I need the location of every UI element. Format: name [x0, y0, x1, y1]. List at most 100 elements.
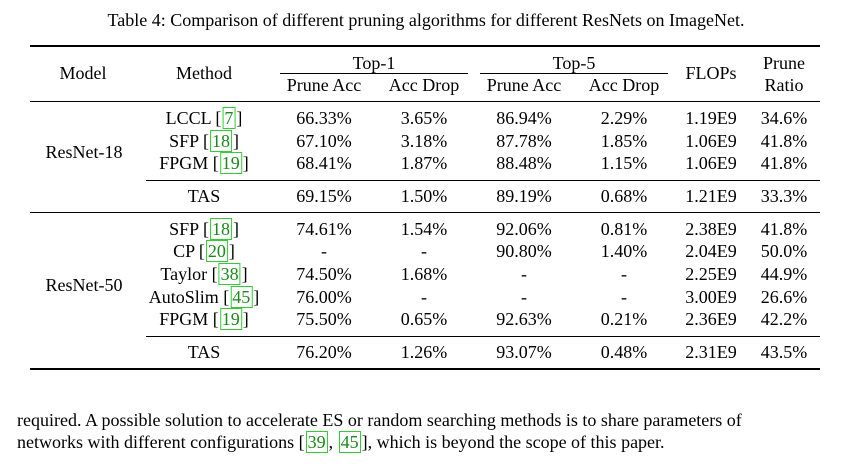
t5-acc-drop: 1.40%: [600, 241, 648, 261]
t5-acc-drop: 1.15%: [600, 153, 648, 173]
t5-acc-drop: 0.48%: [600, 342, 648, 362]
paragraph-line-1: required. A possible solution to acceler…: [17, 410, 742, 430]
t5-prune-acc: 90.80%: [496, 241, 552, 261]
t5-acc-drop: -: [621, 264, 627, 284]
method-cell: TAS: [187, 342, 221, 362]
tas-separator-rule: [146, 336, 820, 337]
t5-acc-drop: 2.29%: [600, 108, 648, 128]
tas-separator-rule: [146, 180, 820, 181]
header-t5-acc-drop: Acc Drop: [588, 75, 660, 95]
model-resnet18: ResNet-18: [45, 142, 123, 162]
t1-prune-acc: 67.10%: [296, 131, 352, 151]
method-cell: LCCL [7]: [165, 107, 243, 129]
citation-link[interactable]: 39: [305, 431, 328, 453]
method-cell: TAS: [187, 186, 221, 206]
prune-ratio: 34.6%: [760, 108, 808, 128]
t5-acc-drop: 0.68%: [600, 186, 648, 206]
table-caption: Table 4: Comparison of different pruning…: [107, 10, 745, 30]
header-prune-ratio-2: Ratio: [764, 75, 804, 95]
t1-prune-acc: 74.61%: [296, 219, 352, 239]
t5-prune-acc: -: [521, 287, 527, 307]
header-prune-ratio-1: Prune: [763, 53, 805, 73]
t1-prune-acc: 75.50%: [296, 309, 352, 329]
top5-underline: [480, 73, 668, 74]
t1-prune-acc: 66.33%: [296, 108, 352, 128]
header-top5: Top-5: [552, 53, 596, 73]
citation-link[interactable]: 7: [222, 107, 236, 129]
t1-prune-acc: 68.41%: [296, 153, 352, 173]
t1-acc-drop: 3.18%: [400, 131, 448, 151]
group-rule: [30, 212, 820, 213]
flops: 1.06E9: [685, 153, 737, 173]
t5-prune-acc: 87.78%: [496, 131, 552, 151]
t1-prune-acc: 76.20%: [296, 342, 352, 362]
method-cell: Taylor [38]: [160, 263, 248, 285]
prune-ratio: 44.9%: [760, 264, 808, 284]
prune-ratio: 41.8%: [760, 219, 808, 239]
body-paragraph: required. A possible solution to acceler…: [17, 409, 847, 453]
t1-prune-acc: 76.00%: [296, 287, 352, 307]
t5-prune-acc: 86.94%: [496, 108, 552, 128]
model-resnet50: ResNet-50: [45, 275, 123, 295]
t1-acc-drop: 1.54%: [400, 219, 448, 239]
t5-prune-acc: 93.07%: [496, 342, 552, 362]
flops: 2.31E9: [685, 342, 737, 362]
t5-prune-acc: 89.19%: [496, 186, 552, 206]
prune-ratio: 41.8%: [760, 131, 808, 151]
method-cell: SFP [18]: [169, 218, 239, 240]
t1-acc-drop: 1.50%: [400, 186, 448, 206]
header-rule: [30, 101, 820, 102]
header-t5-prune-acc: Prune Acc: [486, 75, 562, 95]
citation-link[interactable]: 45: [338, 431, 361, 453]
header-t1-acc-drop: Acc Drop: [388, 75, 460, 95]
prune-ratio: 26.6%: [760, 287, 808, 307]
flops: 2.38E9: [685, 219, 737, 239]
flops: 1.21E9: [685, 186, 737, 206]
flops: 1.19E9: [685, 108, 737, 128]
header-top1: Top-1: [352, 53, 396, 73]
t1-prune-acc: 74.50%: [296, 264, 352, 284]
method-cell: FPGM [19]: [159, 308, 249, 330]
flops: 3.00E9: [685, 287, 737, 307]
t1-prune-acc: 69.15%: [296, 186, 352, 206]
flops: 2.04E9: [685, 241, 737, 261]
t1-prune-acc: -: [321, 241, 327, 261]
citation-link[interactable]: 19: [219, 308, 242, 330]
flops: 1.06E9: [685, 131, 737, 151]
t5-prune-acc: 92.63%: [496, 309, 552, 329]
t1-acc-drop: 1.68%: [400, 264, 448, 284]
top-rule: [30, 45, 820, 47]
header-model: Model: [59, 63, 107, 83]
t5-acc-drop: 0.81%: [600, 219, 648, 239]
prune-ratio: 43.5%: [760, 342, 808, 362]
t5-prune-acc: 88.48%: [496, 153, 552, 173]
t5-prune-acc: 92.06%: [496, 219, 552, 239]
t1-acc-drop: 1.26%: [400, 342, 448, 362]
method-cell: AutoSlim [45]: [148, 286, 260, 308]
t5-acc-drop: -: [621, 287, 627, 307]
prune-ratio: 41.8%: [760, 153, 808, 173]
citation-link[interactable]: 19: [219, 152, 242, 174]
t1-acc-drop: -: [421, 241, 427, 261]
citation-link[interactable]: 45: [230, 286, 253, 308]
bottom-rule: [30, 368, 820, 370]
paragraph-line-2: networks with different configurations […: [17, 431, 665, 453]
prune-ratio: 33.3%: [760, 186, 808, 206]
citation-link[interactable]: 38: [218, 263, 241, 285]
method-cell: SFP [18]: [169, 130, 239, 152]
method-cell: CP [20]: [173, 240, 235, 262]
t5-acc-drop: 0.21%: [600, 309, 648, 329]
header-t1-prune-acc: Prune Acc: [286, 75, 362, 95]
citation-link[interactable]: 18: [209, 130, 232, 152]
prune-ratio: 50.0%: [760, 241, 808, 261]
t5-prune-acc: -: [521, 264, 527, 284]
t1-acc-drop: -: [421, 287, 427, 307]
method-cell: FPGM [19]: [159, 152, 249, 174]
t1-acc-drop: 0.65%: [400, 309, 448, 329]
t1-acc-drop: 1.87%: [400, 153, 448, 173]
prune-ratio: 42.2%: [760, 309, 808, 329]
citation-link[interactable]: 20: [205, 240, 228, 262]
header-flops: FLOPs: [685, 63, 737, 83]
top1-underline: [280, 73, 468, 74]
citation-link[interactable]: 18: [209, 218, 232, 240]
